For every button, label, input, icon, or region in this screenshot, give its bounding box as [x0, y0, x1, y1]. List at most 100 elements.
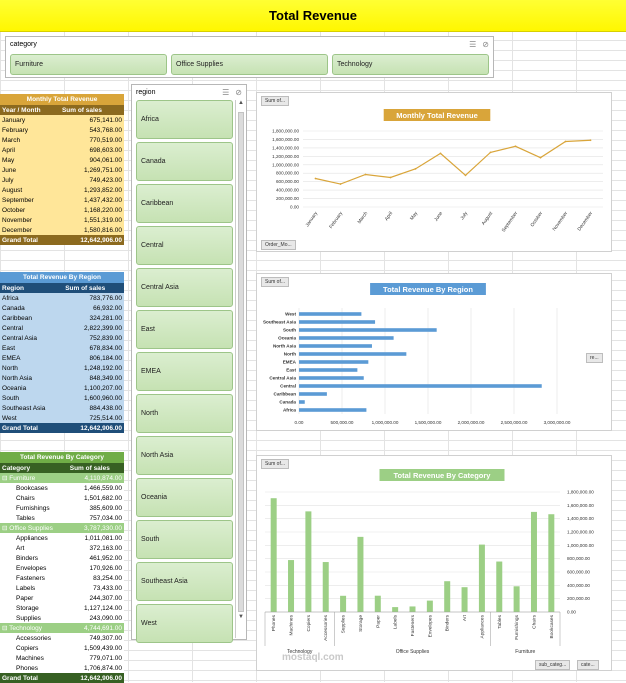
- sum-of-field-button[interactable]: Sum of...: [261, 96, 290, 106]
- bar: [299, 408, 367, 412]
- y-tick-label: 400,000.00: [567, 583, 590, 588]
- slicer-item-region[interactable]: Central: [136, 226, 233, 265]
- row-value: 749,423.00: [89, 176, 122, 184]
- row-label: Oceania: [2, 384, 27, 392]
- slicer-item-furniture[interactable]: Furniture: [10, 54, 167, 75]
- sum-of-field-button[interactable]: Sum of...: [261, 277, 290, 287]
- clear-filter-icon[interactable]: ⊘: [482, 39, 489, 49]
- region-col2: Sum of sales: [65, 284, 106, 292]
- row-label: Art: [16, 544, 25, 552]
- y-tick-label: 1,800,000.00: [272, 129, 299, 134]
- group-name: Furniture: [9, 475, 36, 482]
- group-row[interactable]: ⊟ Technology 4,744,691.00: [0, 623, 124, 633]
- y-tick-label: 1,800,000.00: [567, 490, 594, 495]
- slicer-item-office-supplies[interactable]: Office Supplies: [171, 54, 328, 75]
- y-tick-label: 1,400,000.00: [567, 516, 594, 521]
- row-value: 1,011,081.00: [84, 534, 122, 542]
- collapse-icon[interactable]: ⊟: [2, 475, 10, 482]
- series-line: [315, 139, 591, 185]
- multi-select-icon[interactable]: ☰: [469, 39, 477, 49]
- region-field-button[interactable]: re...: [586, 353, 603, 363]
- bar: [322, 562, 329, 612]
- row-value: 73,433.00: [93, 584, 122, 592]
- scroll-up-icon[interactable]: ▲: [238, 100, 244, 106]
- region-revenue-chart[interactable]: Sum of... re... Total Revenue By Region 0…: [256, 273, 612, 431]
- group-label[interactable]: ⊟ Office Supplies: [0, 523, 68, 533]
- bar: [270, 498, 277, 612]
- table-row: May 904,061.00: [0, 155, 124, 165]
- slicer-item-technology[interactable]: Technology: [332, 54, 489, 75]
- slicer-item-region[interactable]: North Asia: [136, 436, 233, 475]
- row-label: September: [2, 196, 34, 204]
- category-col2: Sum of sales: [69, 464, 110, 472]
- slicer-item-region[interactable]: East: [136, 310, 233, 349]
- x-tick-label: October: [529, 210, 544, 228]
- row-value: 779,071.00: [89, 654, 122, 662]
- sub-category-field-button[interactable]: sub_categ...: [535, 660, 571, 670]
- monthly-chart-svg: Monthly Total Revenue 0.00 200,000.00 400,0…: [272, 109, 603, 233]
- category-field-button[interactable]: cate...: [577, 660, 599, 670]
- row-label: Southeast Asia: [2, 404, 46, 412]
- bar: [340, 595, 347, 612]
- collapse-icon[interactable]: ⊟: [2, 625, 10, 632]
- x-tick-label: 500,000.00: [331, 420, 354, 425]
- row-label: Envelopes: [16, 564, 47, 572]
- monthly-total-value: 12,642,906.00: [80, 236, 122, 244]
- slicer-item-region[interactable]: Southeast Asia: [136, 562, 233, 601]
- scroll-down-icon[interactable]: ▼: [238, 614, 244, 620]
- sum-of-field-button[interactable]: Sum of...: [261, 459, 290, 469]
- group-label[interactable]: ⊟ Technology: [0, 623, 68, 633]
- bar: [461, 587, 468, 612]
- category-revenue-chart[interactable]: Sum of... sub_categ... cate... Total Rev…: [256, 455, 612, 671]
- bar: [478, 544, 485, 612]
- row-value: 372,163.00: [89, 544, 122, 552]
- y-tick-label: EMEA: [283, 360, 297, 365]
- group-label: Furniture: [515, 649, 535, 655]
- group-row[interactable]: ⊟ Furniture 4,110,874.00: [0, 473, 124, 483]
- row-label: EMEA: [2, 354, 21, 362]
- x-tick-label: Storage: [358, 615, 364, 632]
- table-row: Tables 757,034.00: [0, 513, 124, 523]
- slicer-item-region[interactable]: West: [136, 604, 233, 643]
- category-col1[interactable]: Category: [2, 464, 31, 472]
- slicer-item-region[interactable]: Canada: [136, 142, 233, 181]
- monthly-col1[interactable]: Year / Month: [2, 106, 41, 114]
- row-value: 543,768.00: [89, 126, 122, 134]
- collapse-icon[interactable]: ⊟: [2, 525, 10, 532]
- multi-select-icon[interactable]: ☰: [222, 87, 230, 97]
- x-tick-label: March: [357, 210, 370, 225]
- scroll-thumb[interactable]: [238, 112, 244, 612]
- y-tick-label: West: [285, 312, 296, 317]
- table-row: Oceania 1,100,207.00: [0, 383, 124, 393]
- row-label: April: [2, 146, 16, 154]
- group-row[interactable]: ⊟ Office Supplies 3,787,330.00: [0, 523, 124, 533]
- row-value: 461,952.00: [89, 554, 122, 562]
- slicer-item-region[interactable]: Oceania: [136, 478, 233, 517]
- group-label[interactable]: ⊟ Furniture: [0, 473, 68, 483]
- row-value: 243,090.00: [89, 614, 122, 622]
- monthly-revenue-chart[interactable]: Sum of... Order_Mo... Monthly Total Reve…: [256, 92, 612, 252]
- slicer-item-region[interactable]: Caribbean: [136, 184, 233, 223]
- slicer-item-region[interactable]: EMEA: [136, 352, 233, 391]
- row-label: North Asia: [2, 374, 32, 382]
- row-label: Storage: [16, 604, 39, 612]
- category-total-value: 12,642,906.00: [80, 674, 122, 682]
- region-slicer-scrollbar[interactable]: ▲ ▼: [235, 100, 246, 638]
- order-month-field-button[interactable]: Order_Mo...: [261, 240, 296, 250]
- y-tick-label: Southeast Asia: [263, 320, 296, 325]
- slicer-item-region[interactable]: South: [136, 520, 233, 559]
- slicer-item-region[interactable]: Africa: [136, 100, 233, 139]
- y-tick-label: Caribbean: [274, 392, 297, 397]
- category-slicer-header: category: [10, 40, 37, 48]
- slicer-item-region[interactable]: North: [136, 394, 233, 433]
- bar: [299, 384, 542, 388]
- clear-filter-icon[interactable]: ⊘: [235, 87, 242, 97]
- region-col1[interactable]: Region: [2, 284, 25, 292]
- bar: [392, 607, 399, 612]
- slicer-item-region[interactable]: Central Asia: [136, 268, 233, 307]
- table-row: September 1,437,432.00: [0, 195, 124, 205]
- x-tick-label: Labels: [393, 614, 399, 629]
- y-tick-label: East: [286, 368, 296, 373]
- category-table-caption: Total Revenue By Category: [0, 452, 124, 463]
- region-slicer: region ☰ ⊘ Africa Canada Caribbean Central C…: [131, 84, 247, 643]
